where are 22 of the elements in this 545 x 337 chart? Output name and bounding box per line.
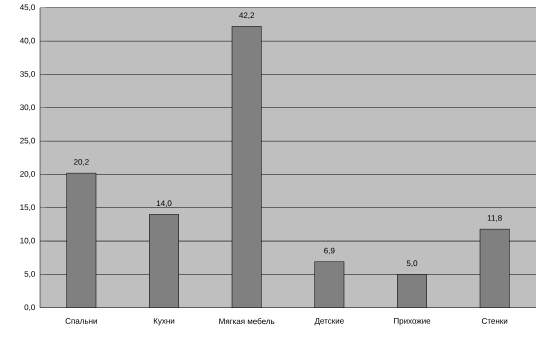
y-tick-label: 30,0	[20, 104, 35, 112]
y-tick-label: 35,0	[20, 71, 35, 78]
y-tick-label: 40,0	[20, 38, 35, 44]
y-tick-label: 0,0	[24, 304, 35, 312]
x-tick-label: Прихожие	[394, 318, 430, 326]
data-label: 14,0	[156, 200, 172, 208]
y-tick-label: 25,0	[20, 138, 35, 144]
y-tick-label: 10,0	[20, 238, 35, 244]
data-label: 20,2	[74, 159, 89, 166]
y-tick-label: 45,0	[20, 4, 35, 12]
data-label: 6,9	[324, 248, 335, 254]
y-tick-label: 15,0	[20, 204, 35, 212]
data-label: 42,2	[239, 12, 254, 20]
x-tick-label: Мягкая мебель	[219, 318, 274, 324]
x-tick-label: Детские	[314, 318, 344, 326]
x-tick-label: Стенки	[482, 318, 508, 324]
y-tick-label: 20,0	[20, 171, 35, 178]
data-label: 5,0	[406, 260, 418, 268]
x-tick-label: Спальни	[66, 318, 97, 324]
data-label: 11,8	[488, 215, 502, 222]
y-tick-label: 5,0	[24, 271, 35, 278]
x-tick-label: Кухни	[154, 318, 174, 326]
